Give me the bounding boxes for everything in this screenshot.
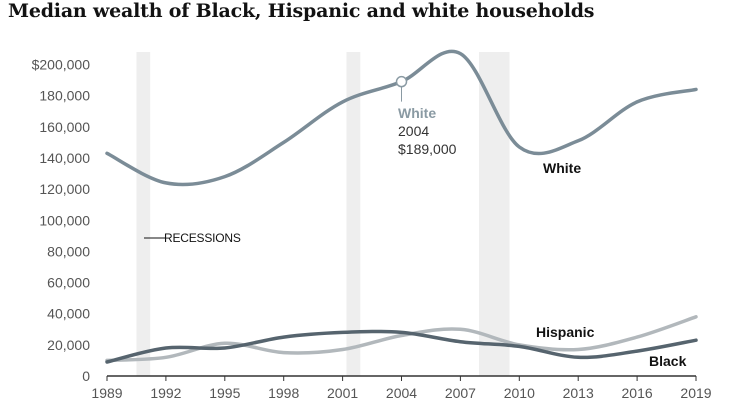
y-tick-label: $200,000 [32,57,91,73]
x-tick-label: 2013 [563,385,594,400]
annotation-marker [395,75,408,88]
annotation-series-name: White [398,105,436,121]
x-tick-label: 2007 [445,385,476,400]
x-axis: 1989 1992 1995 1998 2001 2004 2007 2010 2013 2016… [91,375,712,400]
y-axis: 0 20,000 40,000 60,000 80,000 100,000 120,000 1… [32,57,91,385]
y-tick-label: 80,000 [47,243,90,259]
x-tick-label: 1989 [91,385,122,400]
recession-band-2 [346,52,361,376]
chart-title: Median wealth of Black, Hispanic and whi… [8,0,595,22]
y-tick-label: 140,000 [39,150,90,166]
x-tick-label: 1992 [150,385,181,400]
x-tick-label: 2001 [327,385,358,400]
y-tick-label: 180,000 [39,88,90,104]
x-tick-label: 2016 [622,385,653,400]
series-line-hispanic [105,315,698,363]
x-tick-label: 1995 [209,385,240,400]
series-label-white: White [543,160,581,176]
recession-band-3 [479,52,510,376]
series-line-black [105,329,698,364]
y-tick-label: 120,000 [39,181,90,197]
y-tick-label: 60,000 [47,275,90,291]
recessions-label: RECESSIONS [164,231,241,245]
y-tick-label: 20,000 [47,337,90,353]
annotation-value: $189,000 [398,141,457,157]
series-label-black: Black [649,353,687,369]
annotation-white-2004: White 2004 $189,000 [395,75,457,157]
annotation-year: 2004 [398,123,429,139]
y-tick-label: 0 [82,368,90,384]
y-tick-label: 100,000 [39,212,90,228]
recessions-label-group: RECESSIONS [144,231,241,245]
series-label-hispanic: Hispanic [536,324,595,340]
x-tick-label: 2004 [386,385,417,400]
x-tick-label: 1998 [268,385,299,400]
y-tick-label: 160,000 [39,119,90,135]
x-tick-label: 2019 [680,385,711,400]
recession-band-1 [136,52,151,376]
y-tick-label: 40,000 [47,306,90,322]
x-tick-label: 2010 [504,385,535,400]
